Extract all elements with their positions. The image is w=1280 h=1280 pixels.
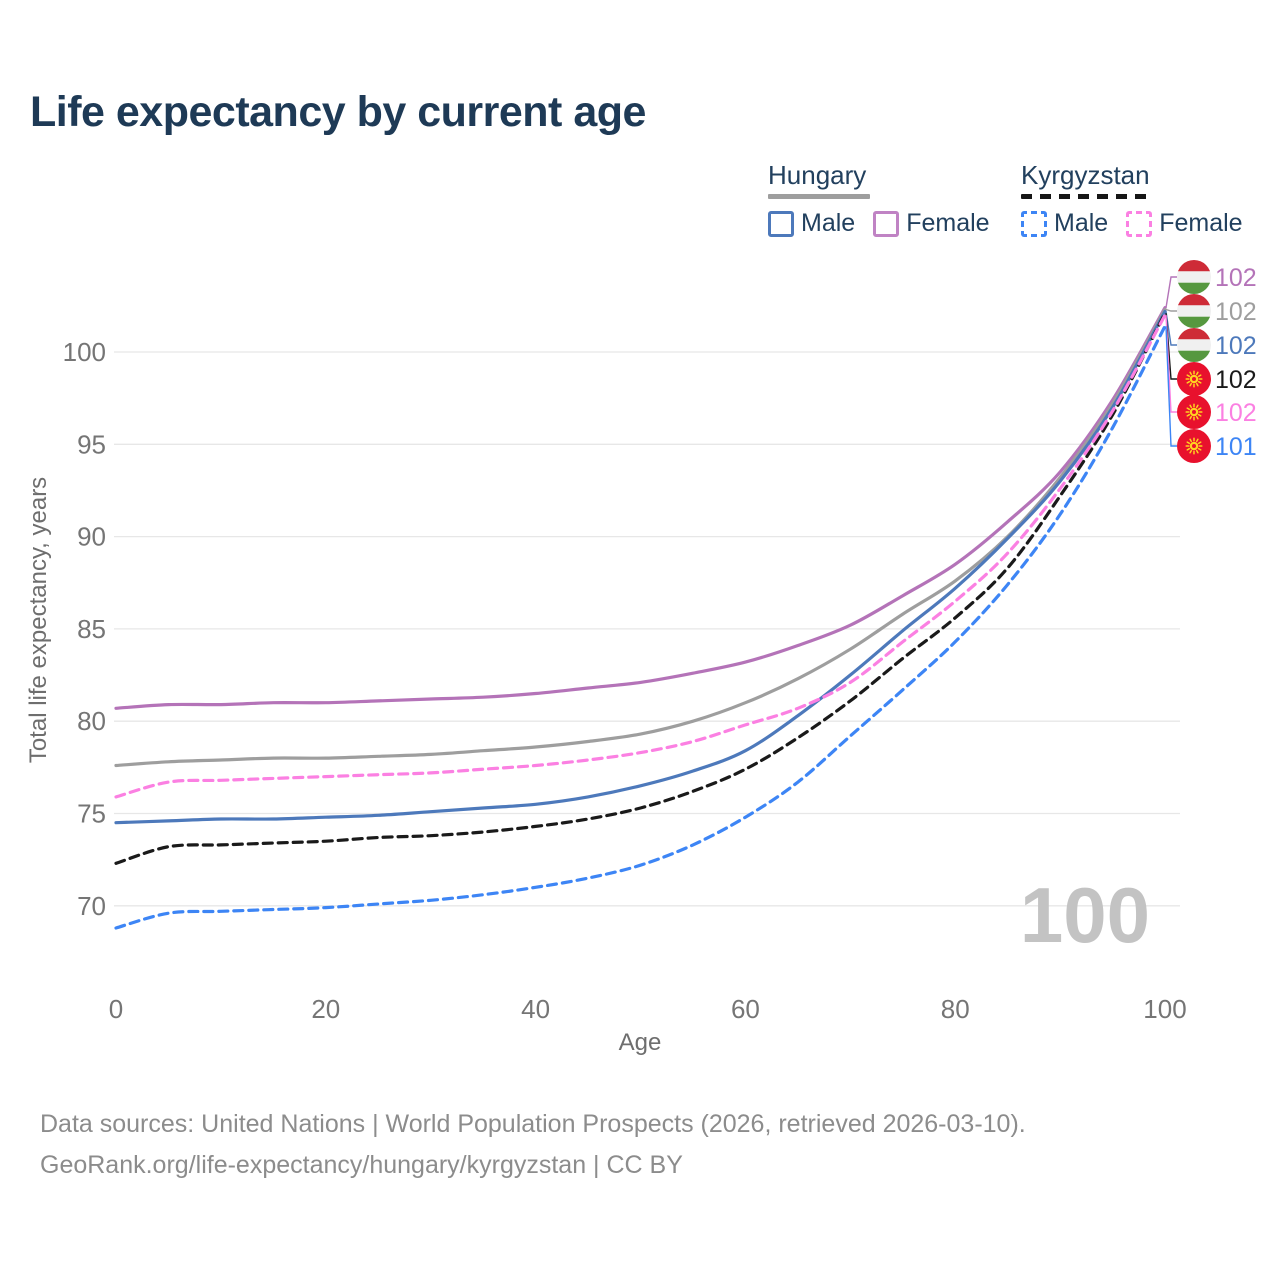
legend-label-hungary-male: Male (801, 209, 856, 237)
end-value-kyrgyzstan-male: 101 (1215, 433, 1257, 461)
legend-group-title-hungary: Hungary (768, 160, 867, 190)
x-tick-label-20: 20 (311, 994, 340, 1024)
checkbox-hungary-male[interactable] (768, 210, 794, 237)
legend-row-hungary: Male Female (768, 209, 990, 238)
series-line-kyrgyzstan-male[interactable] (114, 324, 1167, 930)
leader-line-kyrgyzstan-male (1165, 326, 1177, 447)
y-tick-label-90: 90 (77, 522, 106, 552)
hover-age-watermark: 100 (1020, 871, 1150, 959)
flag-hungary-icon (1177, 294, 1211, 328)
end-value-hungary-male: 102 (1215, 332, 1257, 360)
end-value-hungary: 102 (1215, 298, 1257, 326)
legend-group-kyrgyzstan: Kyrgyzstan Male Female (1021, 160, 1243, 238)
legend-item-hungary-female[interactable]: Female (873, 209, 990, 238)
series-line-hungary-male[interactable] (114, 309, 1167, 825)
end-value-kyrgyzstan: 102 (1215, 366, 1257, 394)
flag-kyrgyzstan-icon (1177, 362, 1211, 396)
legend-underline-hungary (768, 194, 870, 199)
x-tick-label-0: 0 (109, 994, 123, 1024)
series-line-kyrgyzstan-female[interactable] (114, 313, 1167, 799)
checkbox-hungary-female[interactable] (873, 210, 900, 237)
x-tick-label-40: 40 (521, 994, 550, 1024)
x-tick-label-80: 80 (941, 994, 970, 1024)
checkbox-kyrgyzstan-female[interactable] (1126, 210, 1153, 237)
footer-georank-link[interactable]: GeoRank.org/life-expectancy/hungary/kyrg… (40, 1151, 683, 1179)
legend-label-kyrgyzstan-female: Female (1159, 209, 1243, 237)
legend-group-hungary: Hungary Male Female (768, 160, 990, 238)
series-line-hungary-female[interactable] (114, 306, 1167, 710)
leader-line-hungary-female (1165, 276, 1177, 308)
legend-underline-kyrgyzstan (1021, 194, 1149, 199)
page-title: Life expectancy by current age (30, 88, 646, 136)
checkbox-kyrgyzstan-male[interactable] (1021, 210, 1047, 237)
legend-item-kyrgyzstan-female[interactable]: Female (1126, 209, 1243, 238)
flag-kyrgyzstan-icon (1177, 429, 1211, 463)
y-tick-label-75: 75 (77, 799, 106, 829)
y-tick-label-70: 70 (77, 891, 106, 921)
legend-row-kyrgyzstan: Male Female (1021, 209, 1243, 238)
leader-line-kyrgyzstan-female (1165, 315, 1177, 413)
legend-label-hungary-female: Female (906, 209, 990, 237)
flag-hungary-icon (1177, 328, 1211, 362)
legend-item-hungary-male[interactable]: Male (768, 209, 855, 238)
y-tick-label-85: 85 (77, 614, 106, 644)
series-line-kyrgyzstan[interactable] (114, 311, 1167, 865)
leader-line-hungary (1165, 308, 1177, 312)
y-tick-label-100: 100 (63, 337, 106, 367)
legend-group-title-kyrgyzstan: Kyrgyzstan (1021, 160, 1150, 190)
flag-hungary-icon (1177, 260, 1211, 294)
footer-data-sources: Data sources: United Nations | World Pop… (40, 1110, 1026, 1138)
leader-line-hungary-male (1165, 311, 1177, 346)
x-tick-label-60: 60 (731, 994, 760, 1024)
end-value-hungary-female: 102 (1215, 264, 1257, 292)
legend-label-kyrgyzstan-male: Male (1054, 209, 1109, 237)
end-value-kyrgyzstan-female: 102 (1215, 399, 1257, 427)
y-axis-title: Total life expectancy, years (25, 477, 52, 763)
footer: Data sources: United Nations | World Pop… (40, 1104, 1026, 1186)
legend-item-kyrgyzstan-male[interactable]: Male (1021, 209, 1108, 238)
x-tick-label-100: 100 (1143, 994, 1186, 1024)
flag-kyrgyzstan-icon (1177, 395, 1211, 429)
x-axis-title: Age (619, 1029, 662, 1056)
y-tick-label-95: 95 (77, 429, 106, 459)
y-tick-label-80: 80 (77, 706, 106, 736)
